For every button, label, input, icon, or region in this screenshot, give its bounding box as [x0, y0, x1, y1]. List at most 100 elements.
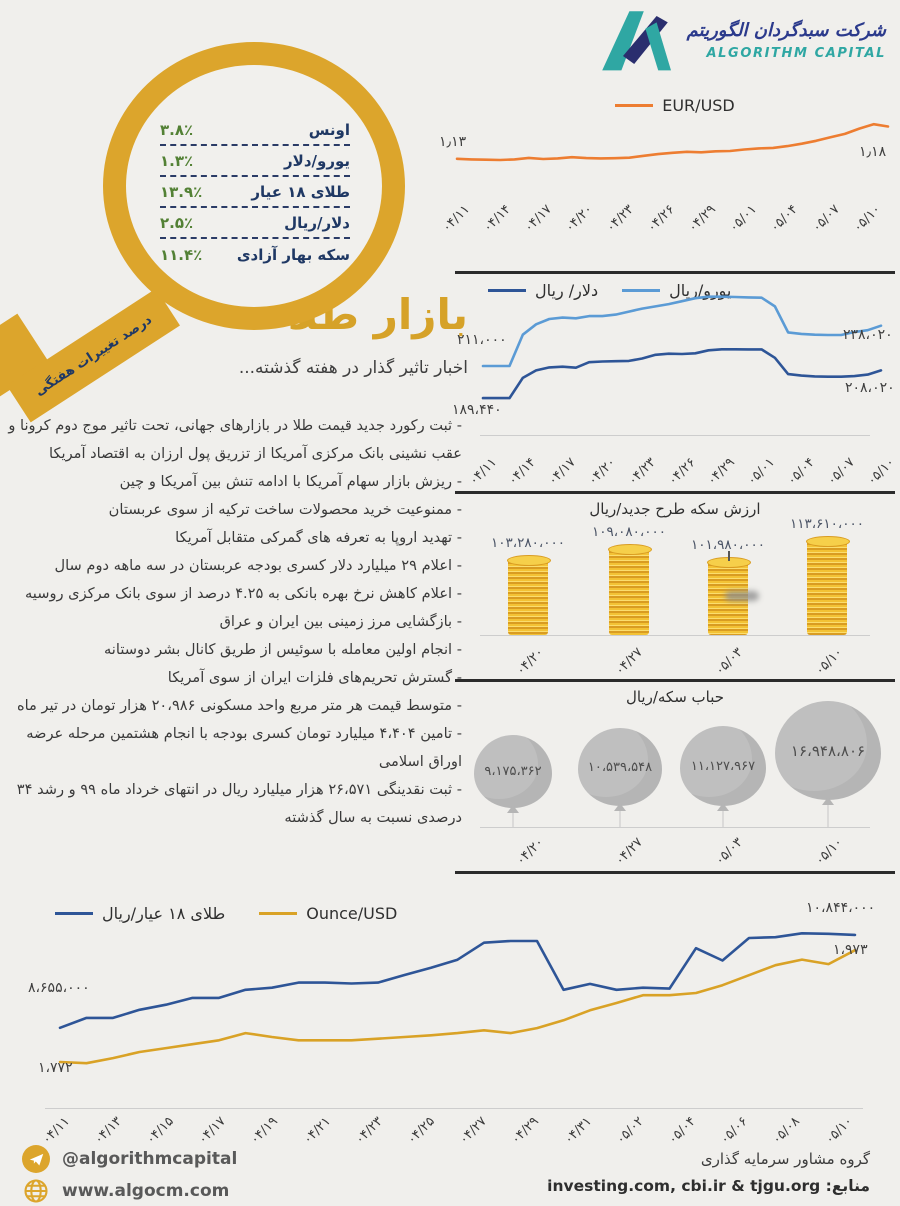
eur-rial-legend-label: یورو/ریال	[669, 281, 732, 300]
usd-rial-last-value: ۲۰۸،۰۲۰	[845, 380, 895, 396]
section-divider	[455, 679, 895, 682]
chart-eurusd: EUR/USD ۱٫۱۳ ۱٫۱۸ ۰۴/۱۱ ۰۴/۱۴ ۰۴/۱۷ ۰۴/۲۰ ۰۴…	[439, 88, 895, 274]
news-item: انجام اولین معامله با سوئیس از طریق کانا…	[6, 636, 462, 664]
balloon-string	[619, 811, 621, 827]
chart-coin-bubble: حباب سکه/ریال ۹،۱۷۵،۳۶۲ ۱۰،۵۳۹،۵۴۸ ۱۱،۱۲۷،…	[455, 682, 895, 874]
x-tick-label: ۰۴/۱۵	[143, 1114, 177, 1148]
x-tick-label: ۰۴/۲۹	[685, 202, 720, 236]
balloon-string	[512, 813, 514, 827]
metric-value: ۱.۳٪	[160, 151, 194, 170]
x-tick-label: ۰۴/۲۰	[585, 455, 619, 489]
x-tick-label: ۰۴/۲۷	[456, 1114, 491, 1148]
series-line	[58, 948, 857, 1065]
x-tick-label: ۰۴/۱۱	[39, 1114, 73, 1148]
news-item: ریزش بازار سهام آمریکا با ادامه تنش بین …	[6, 468, 462, 496]
logo-text: شرکت سبدگردان الگوریتم ALGORITHM CAPITAL	[687, 20, 886, 61]
balloon-value-label: ۱۰،۵۳۹،۵۴۸	[587, 759, 653, 775]
rial-chart-legend: دلار/ ریال یورو/ریال	[455, 274, 895, 300]
x-tick-label: ۰۴/۲۳	[603, 202, 637, 236]
section-divider	[455, 871, 895, 874]
x-tick-label: ۰۴/۲۰	[513, 645, 547, 679]
x-tick-label: ۰۵/۰۳	[712, 645, 746, 679]
x-tick-label: ۰۴/۱۴	[505, 455, 540, 489]
coin-value-title: ارزش سکه طرح جدید/ریال	[589, 500, 761, 518]
rial-plot	[481, 295, 883, 400]
eur-rial-swatch	[622, 289, 661, 292]
x-tick-label: ۰۴/۲۷	[612, 645, 647, 679]
website-url: www.algocm.com	[62, 1181, 230, 1201]
usd-rial-swatch	[488, 289, 526, 292]
news-item: ممنوعیت خرید محصولات ساخت ترکیه از سوی ع…	[6, 496, 462, 524]
eurusd-legend-label: EUR/USD	[662, 96, 735, 115]
news-item: تهدید اروپا به تعرفه های گمرکی متقابل آم…	[6, 524, 462, 552]
x-tick-label: ۰۴/۲۶	[665, 455, 699, 489]
telegram-handle: @algorithmcapital	[62, 1149, 238, 1169]
x-tick-label: ۰۴/۳۱	[561, 1114, 595, 1148]
weekly-change-row: یورو/دلار ۱.۳٪	[160, 146, 350, 177]
news-item: اعلام ۲۹ میلیارد دلار کسری بودجه عربستان…	[6, 552, 462, 580]
x-tick-label: ۰۵/۰۱	[726, 202, 761, 236]
news-item: اعلام کاهش نرخ بهره بانکی به ۴.۲۵ درصد ا…	[6, 580, 462, 608]
eurusd-swatch	[615, 104, 654, 107]
metric-label: سکه بهار آزادی	[236, 245, 350, 264]
x-tick-label: ۰۴/۲۶	[644, 202, 679, 236]
label-leader-line	[728, 551, 730, 561]
eur-rial-last-value: ۲۳۸،۰۲۰	[843, 327, 893, 343]
x-tick-label: ۰۵/۱۰	[850, 202, 884, 236]
eurusd-x-axis: ۰۴/۱۱ ۰۴/۱۴ ۰۴/۱۷ ۰۴/۲۰ ۰۴/۲۳ ۰۴/۲۶ ۰۴/۲۹ ۰۵/۰۱…	[439, 202, 895, 250]
x-tick-label: ۰۴/۲۳	[625, 455, 659, 489]
legend-item: Ounce/USD	[259, 904, 397, 923]
chart-coin-value: ارزش سکه طرح جدید/ریال ۱۰۳،۲۸۰،۰۰۰ ۱۰۹،۰۸…	[455, 494, 895, 682]
coin-stack	[806, 536, 850, 635]
metric-value: ۳.۸٪	[160, 120, 194, 139]
balloon-value-label: ۹،۱۷۵،۳۶۲	[484, 764, 542, 779]
metric-value: ۱۱.۴٪	[160, 245, 203, 264]
weekly-change-row: طلای ۱۸ عیار ۱۳.۹٪	[160, 177, 350, 208]
chart-eurusd-legend: EUR/USD	[455, 88, 895, 115]
news-item: ثبت رکورد جدید قیمت طلا در بازارهای جهان…	[6, 412, 462, 468]
balloon-value-label: ۱۱،۱۲۷،۹۶۷	[690, 758, 756, 774]
balloon: ۱۱،۱۲۷،۹۶۷	[680, 726, 766, 806]
company-name-en: ALGORITHM CAPITAL	[706, 45, 886, 61]
telegram-contact: @algorithmcapital	[22, 1145, 237, 1173]
coin-stacks: ۱۰۳،۲۸۰،۰۰۰ ۱۰۹،۰۸۰،۰۰۰ ۱۰۱،۹۸۰،۰۰۰ ۱۱۳،۶۱۰…	[455, 494, 895, 682]
page-subtitle: اخبار تاثیر گذار در هفته گذشته...	[238, 358, 468, 378]
chart-usd-eur-rial: دلار/ ریال یورو/ریال ۲۱۱،۰۰۰ ۱۸۹،۴۴۰ ۲۳۸…	[452, 274, 898, 494]
x-tick-label: ۰۴/۱۱	[466, 455, 500, 489]
coin-stack	[608, 544, 652, 635]
blurred-mark	[725, 591, 759, 601]
eurusd-last-value: ۱٫۱۸	[859, 144, 887, 160]
gold-chart-legend: طلای ۱۸ عیار/ریال Ounce/USD	[0, 874, 900, 923]
news-item: بازگشایی مرز زمینی بین ایران و عراق	[6, 608, 462, 636]
axis-line	[480, 435, 870, 436]
legend-item: دلار/ ریال	[488, 281, 598, 300]
coin-value-label: ۱۰۹،۰۸۰،۰۰۰	[592, 524, 666, 540]
series-line	[481, 295, 883, 368]
x-tick-label: ۰۴/۲۹	[508, 1114, 543, 1148]
metric-label: دلار/ریال	[284, 213, 350, 232]
x-tick-label: ۰۴/۱۴	[480, 202, 514, 236]
x-tick-label: ۰۴/۱۱	[439, 202, 473, 236]
coin-value-label: ۱۱۳،۶۱۰،۰۰۰	[790, 516, 864, 532]
series-line	[455, 122, 890, 162]
metric-label: یورو/دلار	[284, 151, 350, 170]
ounce-swatch	[259, 912, 298, 915]
axis-line	[45, 1108, 863, 1109]
x-tick-label: ۰۴/۱۷	[545, 455, 580, 489]
coin-bubble-title: حباب سکه/ریال	[625, 688, 725, 706]
weekly-change-row: سکه بهار آزادی ۱۱.۴٪	[160, 239, 350, 270]
x-tick-label: ۰۵/۱۰	[812, 835, 846, 869]
metric-value: ۲.۵٪	[160, 213, 194, 232]
coin-value-label: ۱۰۱،۹۸۰،۰۰۰	[691, 537, 765, 553]
coin-value-label: ۱۰۳،۲۸۰،۰۰۰	[491, 535, 565, 551]
axis-line	[480, 635, 870, 636]
website-contact: www.algocm.com	[22, 1177, 229, 1205]
x-tick-label: ۰۵/۰۴	[767, 202, 802, 236]
news-item: متوسط قیمت هر متر مربع واحد مسکونی ۲۰،۹۸…	[6, 692, 462, 720]
logo-mark-icon	[602, 11, 671, 71]
eur-rial-first-value: ۲۱۱،۰۰۰	[457, 332, 507, 348]
series-line	[481, 347, 883, 400]
x-tick-label: ۰۴/۲۰	[513, 835, 547, 869]
ounce-first-value: ۱،۷۷۲	[38, 1060, 73, 1076]
